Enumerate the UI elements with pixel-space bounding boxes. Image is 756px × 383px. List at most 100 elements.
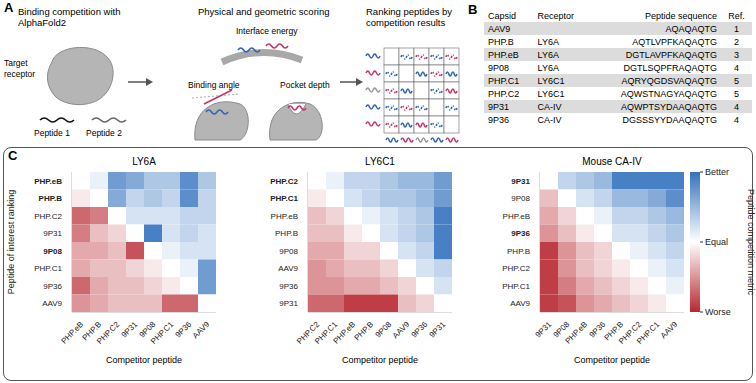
html-text:Target receptor: Target receptor [4,58,36,79]
html-text:Mouse CA-IV: Mouse CA-IV [582,156,642,167]
html-text:Competitor peptide: Competitor peptide [106,355,182,365]
svg-text:PHP.B: PHP.B [80,319,104,343]
svg-text:AAV9: AAV9 [510,299,530,308]
svg-text:PHP.C2: PHP.C2 [502,264,530,273]
svg-text:PHP.B: PHP.B [275,229,298,238]
html-text:DGTLAVPFKAQAQTG: DGTLAVPFKAQAQTG [625,49,718,60]
html-text:Pocket depth: Pocket depth [280,80,330,90]
svg-text:9P08: 9P08 [137,319,158,340]
svg-text:9P36: 9P36 [43,282,62,291]
svg-text:PHP.C1: PHP.C1 [270,194,298,203]
svg-text:PHP.B: PHP.B [602,319,626,343]
svg-text:AAV9: AAV9 [42,299,62,308]
svg-text:Worse: Worse [705,307,731,317]
html-text:2: 2 [734,36,740,47]
svg-text:PHP.eB: PHP.eB [503,212,530,221]
svg-text:PHP.B: PHP.B [39,194,63,203]
html-text:Competitor peptide: Competitor peptide [574,355,650,365]
svg-text:9P08: 9P08 [511,194,530,203]
html-text:Binding angle: Binding angle [188,80,240,90]
svg-text:PHP.C2: PHP.C2 [270,177,298,186]
html-text:PHP.B: PHP.B [488,36,514,47]
html-text:AQWSTNAGYAQAQTG: AQWSTNAGYAQAQTG [620,88,718,99]
html-text:C: C [8,148,18,163]
html-text:DGTLSQPFRAQAQTG: DGTLSQPFRAQAQTG [623,62,718,73]
html-text:Peptide sequence: Peptide sequence [645,11,718,21]
html-text:9P31: 9P31 [488,101,509,112]
svg-text:9P08: 9P08 [279,247,298,256]
svg-text:PHP.C1: PHP.C1 [313,319,340,346]
svg-text:PHP.eB: PHP.eB [34,177,62,186]
svg-text:PHP.B: PHP.B [353,320,376,343]
svg-text:AAV9: AAV9 [659,319,680,340]
html-text:LY6A: LY6A [132,156,156,167]
svg-text:9P31: 9P31 [43,229,62,238]
svg-text:9P36: 9P36 [279,282,298,291]
svg-text:AAV9: AAV9 [391,319,412,340]
html-text:AQRYQGDSVAQAQTG: AQRYQGDSVAQAQTG [621,75,718,86]
html-text:1: 1 [734,23,740,34]
html-text:CA-IV: CA-IV [537,101,562,112]
html-text:PHP.C2: PHP.C2 [488,88,520,99]
svg-text:Peptide of interest ranking: Peptide of interest ranking [6,190,16,295]
html-text:Peptide 2: Peptide 2 [86,128,122,138]
svg-text:PHP.C2: PHP.C2 [95,319,121,345]
svg-text:PHP.eB: PHP.eB [59,320,85,346]
html-text:LY6C1: LY6C1 [537,88,565,99]
html-text:LY6C1: LY6C1 [537,75,565,86]
html-text:Interface energy: Interface energy [236,26,298,36]
svg-text:AAV9: AAV9 [191,319,212,340]
svg-text:9P08: 9P08 [374,319,394,339]
svg-text:Peptide competition metric: Peptide competition metric [746,189,756,296]
html-text:B: B [468,2,478,17]
html-text:AQAQAQTG: AQAQAQTG [665,23,718,34]
html-text:Peptide 1: Peptide 1 [34,128,70,138]
html-text:LY6A: LY6A [537,49,559,60]
svg-text:PHP.C1: PHP.C1 [149,319,175,345]
svg-text:9P36: 9P36 [174,319,194,339]
svg-text:9P31: 9P31 [511,177,530,186]
svg-text:9P36: 9P36 [511,229,530,238]
html-text:PHP.C1: PHP.C1 [488,75,520,86]
svg-text:9P08: 9P08 [551,319,572,340]
svg-text:9P31: 9P31 [428,319,448,339]
html-text:3: 3 [734,49,740,60]
html-text:Ref.: Ref. [728,11,745,21]
svg-text:PHP.eB: PHP.eB [271,212,298,221]
svg-text:9P31: 9P31 [279,299,298,308]
svg-text:PHP.C2: PHP.C2 [34,212,62,221]
html-text:Ranking peptides by competitio: Ranking peptides by competition results [366,6,453,28]
svg-text:PHP.B: PHP.B [507,247,530,256]
html-text:PHP.eB: PHP.eB [488,49,519,60]
svg-text:9P31: 9P31 [120,319,140,339]
html-text:Capsid: Capsid [488,11,516,21]
html-text:LY6A: LY6A [537,62,559,73]
html-text:9P36: 9P36 [488,114,509,125]
html-text:AQTLVPFKAQAQTG: AQTLVPFKAQAQTG [632,36,718,47]
html-text:LY6A: LY6A [537,36,559,47]
html-text:AAV9: AAV9 [488,23,511,34]
svg-text:PHP.C1: PHP.C1 [635,319,661,345]
svg-text:PHP.C1: PHP.C1 [502,282,530,291]
html-text:CA-IV: CA-IV [537,114,562,125]
html-text:Receptor: Receptor [537,11,575,21]
html-text:AQWPTSYDAAQAQTG: AQWPTSYDAAQAQTG [621,101,718,112]
svg-text:9P36: 9P36 [410,319,430,339]
svg-text:PHP.eB: PHP.eB [331,320,357,346]
svg-text:PHP.C2: PHP.C2 [295,319,322,346]
html-text:Physical and geometric scoring: Physical and geometric scoring [198,6,330,17]
svg-text:AAV9: AAV9 [278,264,298,273]
svg-text:9P31: 9P31 [534,319,554,339]
html-text:Competitor peptide: Competitor peptide [342,355,418,365]
svg-text:PHP.eB: PHP.eB [563,320,589,346]
svg-text:Better: Better [705,167,729,177]
svg-text:9P36: 9P36 [587,319,608,340]
html-text:DGSSSYYDAAQAQTG: DGSSSYYDAAQAQTG [622,114,718,125]
html-text:LY6C1: LY6C1 [365,156,395,167]
html-text:A Binding competition with Alp: A Binding competition with AlphaFold2 [4,0,121,28]
svg-text:9P08: 9P08 [43,247,62,256]
svg-text:PHP.C1: PHP.C1 [34,264,62,273]
html-text:9P08: 9P08 [488,62,509,73]
svg-text:PHP.C2: PHP.C2 [617,319,644,346]
svg-text:Equal: Equal [705,237,728,247]
